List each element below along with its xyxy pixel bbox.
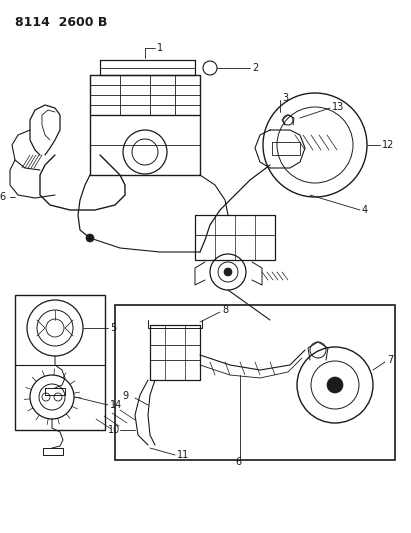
Circle shape xyxy=(224,268,232,276)
Bar xyxy=(15,295,105,430)
Text: 3: 3 xyxy=(282,93,288,103)
Text: 6: 6 xyxy=(235,457,241,467)
Text: 8: 8 xyxy=(222,305,228,315)
Text: 1: 1 xyxy=(157,43,163,53)
Bar xyxy=(195,215,275,260)
Circle shape xyxy=(327,377,343,393)
Text: 4: 4 xyxy=(362,205,368,215)
Text: 12: 12 xyxy=(382,140,395,150)
Text: 2: 2 xyxy=(252,63,258,73)
Circle shape xyxy=(54,393,62,401)
Bar xyxy=(115,305,395,460)
Text: 14: 14 xyxy=(110,400,122,410)
Text: 9: 9 xyxy=(122,391,128,401)
Text: 11: 11 xyxy=(177,450,189,460)
Text: 5: 5 xyxy=(110,323,116,333)
Text: 13: 13 xyxy=(332,102,344,112)
Text: 8114  2600 B: 8114 2600 B xyxy=(15,15,107,28)
Text: 7: 7 xyxy=(387,355,393,365)
Text: 6: 6 xyxy=(0,192,5,202)
Text: 10: 10 xyxy=(108,425,120,435)
Circle shape xyxy=(86,234,94,242)
Circle shape xyxy=(42,393,50,401)
